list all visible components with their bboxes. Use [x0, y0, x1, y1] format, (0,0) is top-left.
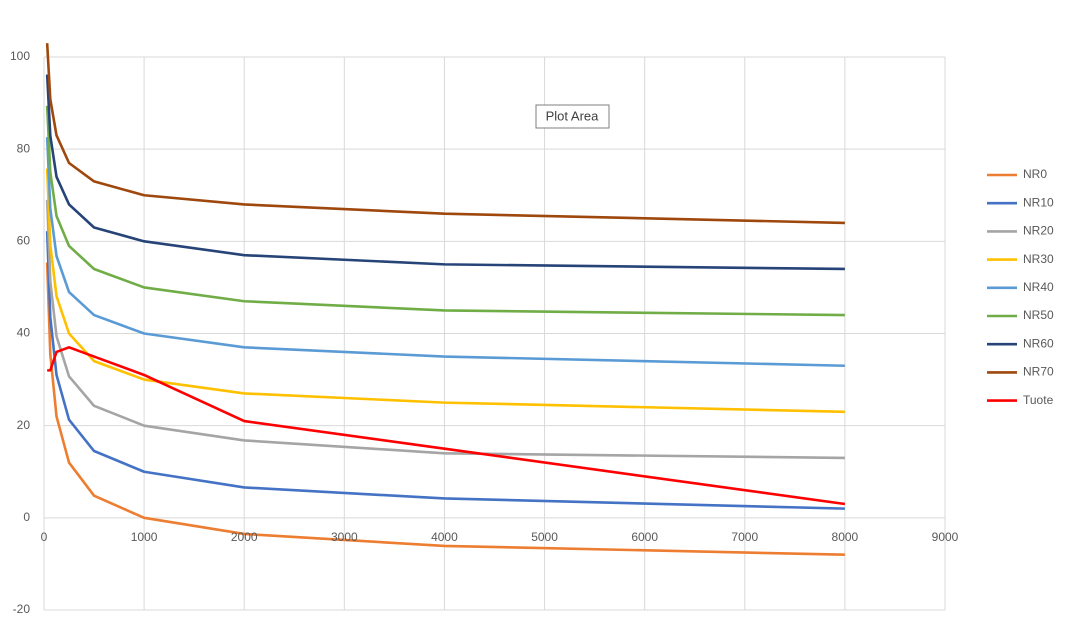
legend-label: NR20: [1023, 224, 1054, 238]
legend-label: NR10: [1023, 195, 1054, 209]
x-tick-label: 0: [41, 530, 48, 544]
x-tick-label: 4000: [431, 530, 458, 544]
y-tick-label: 100: [10, 49, 30, 63]
legend-label: NR70: [1023, 365, 1054, 379]
series-line: [45, 231, 845, 510]
series-line: [45, 137, 845, 368]
legend-label: NR40: [1023, 280, 1054, 294]
series-line: [45, 262, 845, 556]
plot-lines: [45, 43, 846, 556]
y-tick-label: 0: [23, 510, 30, 524]
x-tick-label: 6000: [631, 530, 658, 544]
x-tick-label: 7000: [731, 530, 758, 544]
y-tick-label: 20: [17, 418, 31, 432]
tooltip-box: [535, 104, 610, 129]
x-tick-label: 5000: [531, 530, 558, 544]
x-tick-label: 1000: [131, 530, 158, 544]
x-tick-label: 3000: [331, 530, 358, 544]
y-tick-label: 40: [17, 326, 31, 340]
legend-label: Tuote: [1023, 393, 1054, 407]
y-tick-label: 80: [17, 141, 31, 155]
grid: [43, 56, 946, 611]
tooltip-text: Plot Area: [546, 108, 600, 123]
y-tick-label: -20: [13, 602, 31, 616]
x-tick-label: 8000: [832, 530, 859, 544]
x-tick-label: 9000: [932, 530, 959, 544]
legend-label: NR0: [1023, 167, 1047, 181]
series-line: [45, 168, 845, 414]
series-line: [45, 74, 845, 271]
legend-label: NR50: [1023, 308, 1054, 322]
legend-label: NR60: [1023, 336, 1054, 350]
legend-label: NR30: [1023, 252, 1054, 266]
x-tick-label: 2000: [231, 530, 258, 544]
series-line: [45, 199, 845, 460]
legend: NR0 NR10 NR20 NR30 NR40 NR50 NR60 NR70 Tuote: [987, 167, 1054, 407]
y-tick-label: 60: [17, 234, 31, 248]
series-line: [45, 43, 845, 225]
series-line: [45, 105, 845, 317]
series-line: [47, 346, 846, 506]
